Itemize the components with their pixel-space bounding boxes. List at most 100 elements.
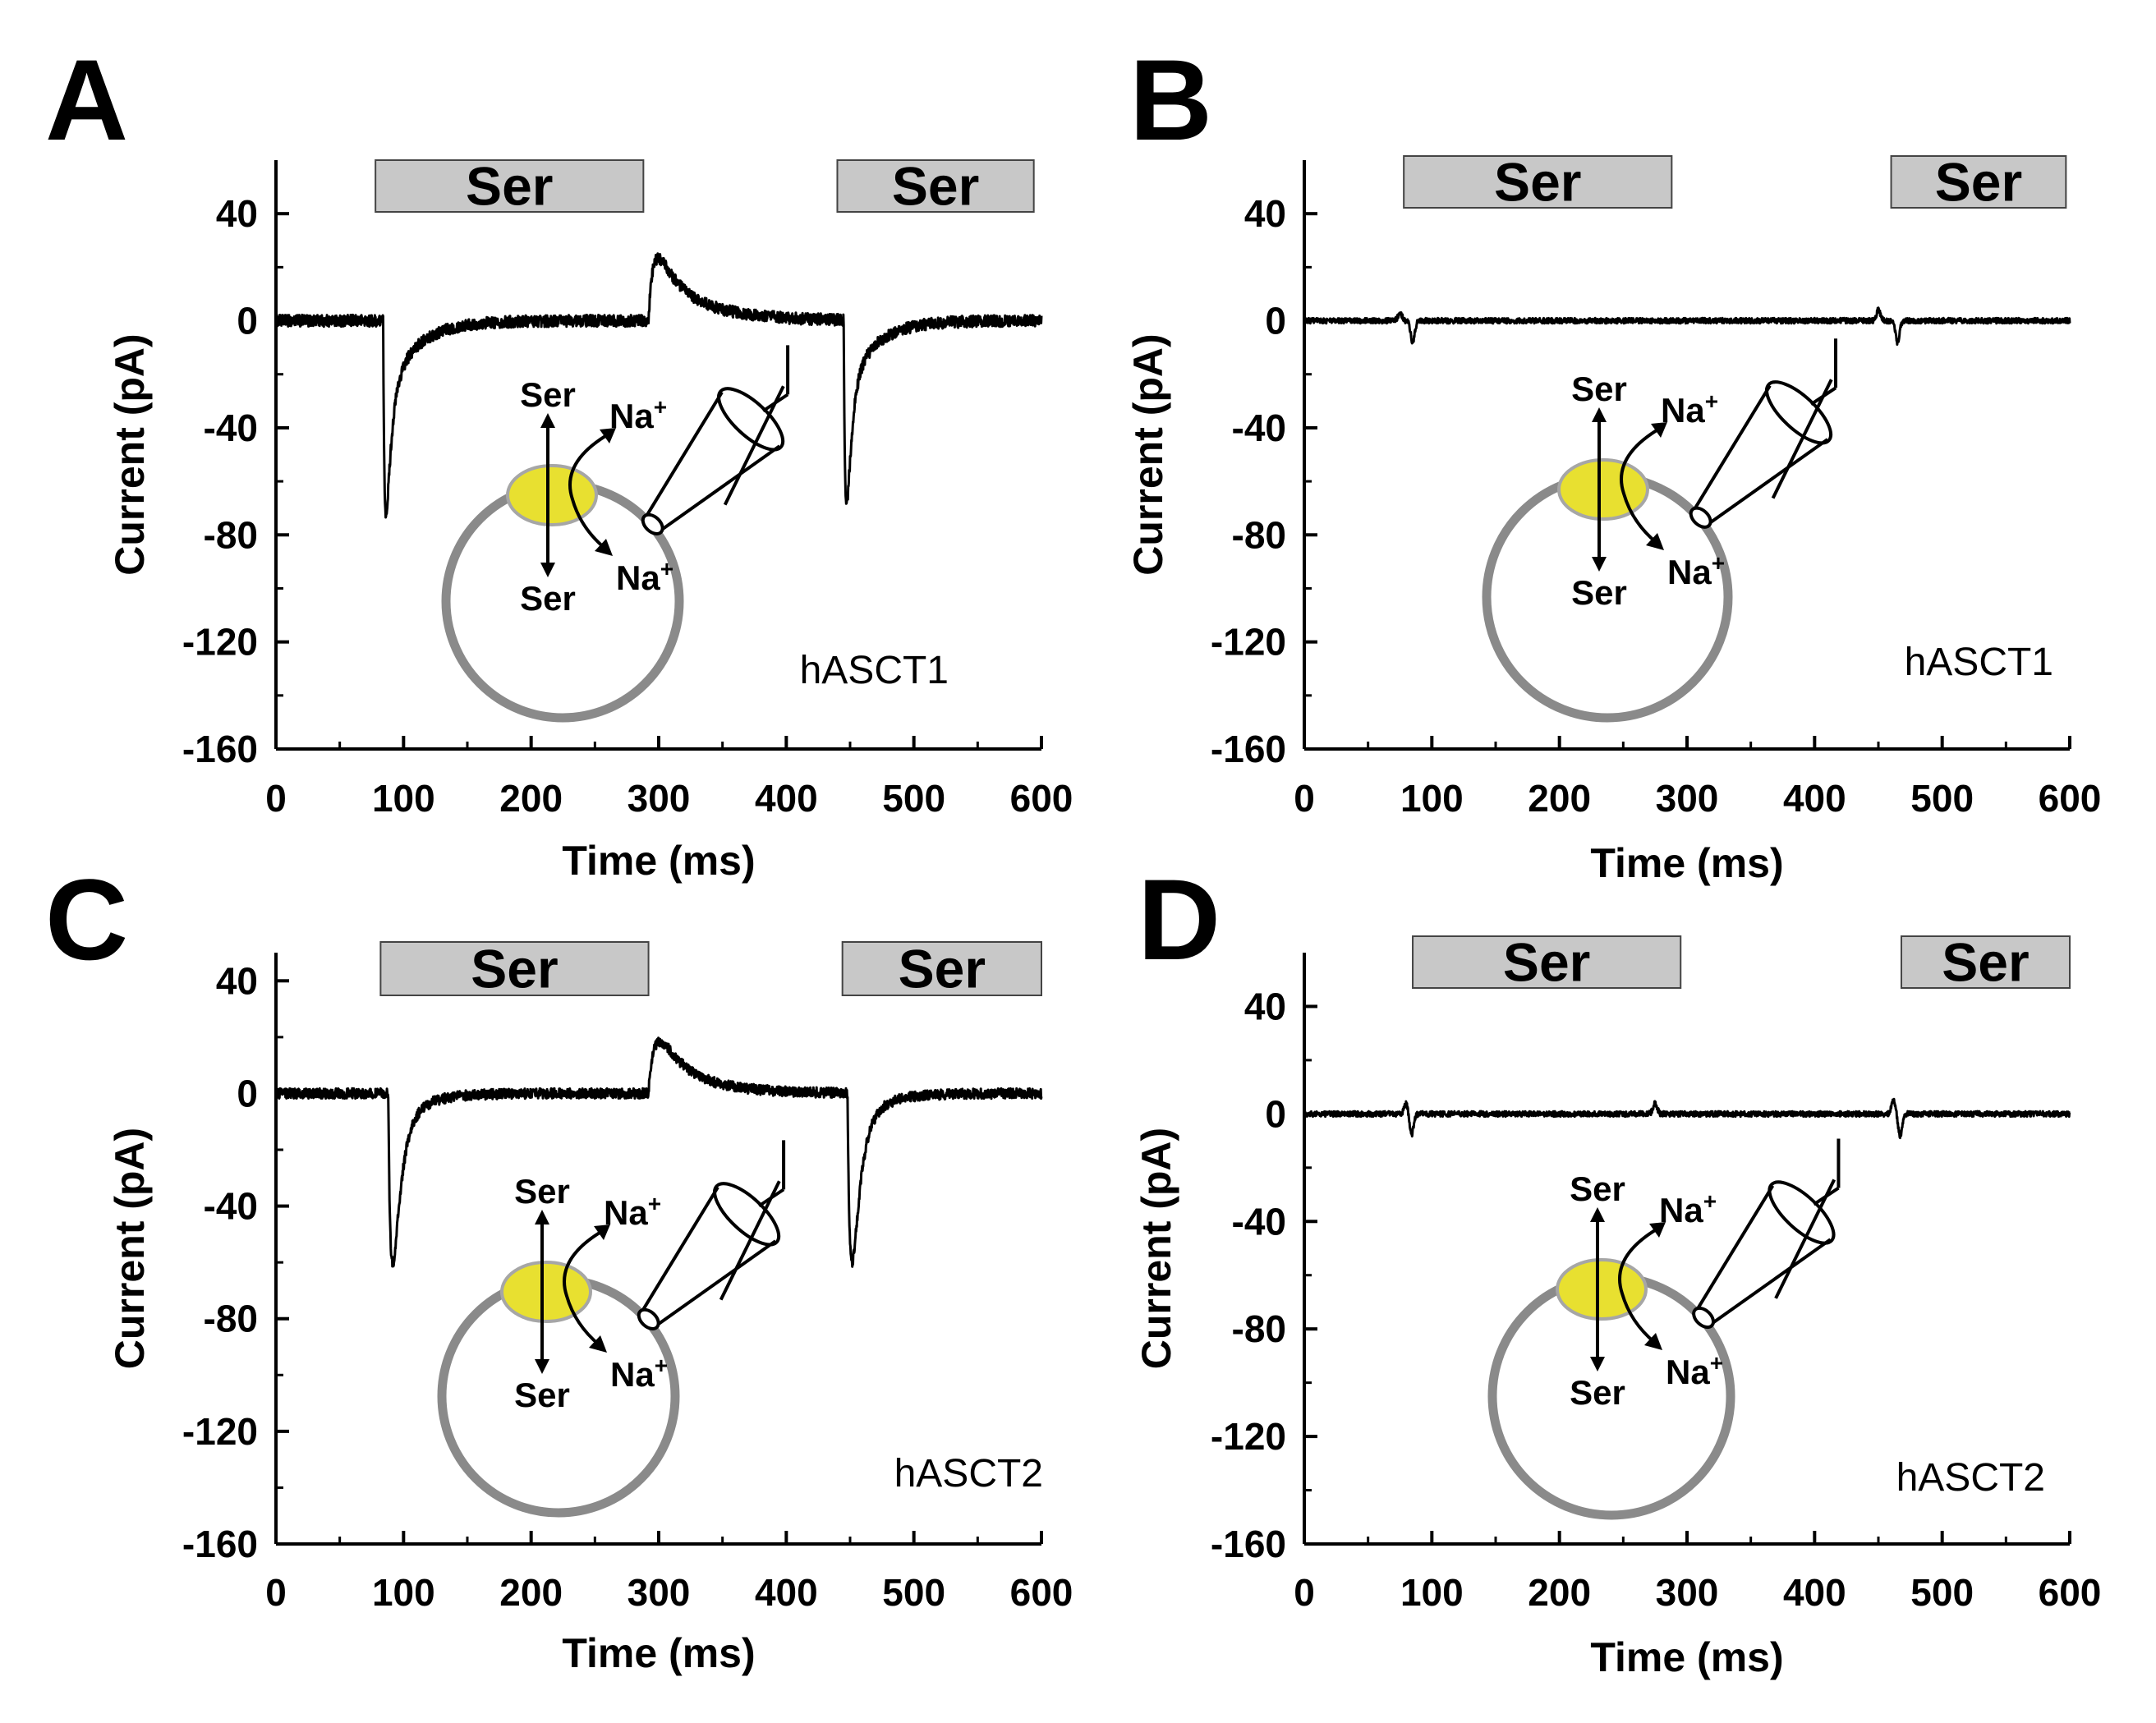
ser-bar-label: Ser (892, 156, 979, 217)
y-axis-title: Current (pA) (1125, 333, 1171, 575)
ser-arrow-up-icon (1590, 1207, 1605, 1222)
na-out-label: Na+ (609, 394, 667, 435)
x-tick-label: 500 (882, 1571, 945, 1614)
x-tick-label: 200 (499, 777, 563, 820)
ser-arrow-up-icon (540, 413, 555, 428)
pipette-tip (1692, 1306, 1716, 1330)
x-tick-label: 400 (755, 777, 818, 820)
pipette-back (717, 387, 785, 452)
na-arrow-head-bottom-icon (589, 1335, 607, 1353)
na-arrow-head-bottom-icon (595, 539, 613, 556)
pipette-wall (1709, 1238, 1832, 1326)
patch-pipette (1692, 1138, 1841, 1330)
ser-bar-label: Ser (1942, 932, 2029, 993)
na-out-superscript: + (648, 1191, 661, 1216)
x-tick-label: 400 (1783, 1571, 1846, 1614)
na-arrow-line (563, 1229, 605, 1347)
x-tick-label: 600 (2039, 1571, 2102, 1614)
panel-c: C0 100 200 300 400 500 600400-40-80-120-160Tim… (45, 855, 1073, 1676)
panel-b: B0 100 200 300 400 500 600400-40-80-120-160Tim… (1125, 35, 2101, 886)
construct-label: hASCT2 (1896, 1456, 2045, 1500)
na-arrow-head-top-icon (600, 428, 616, 443)
patch-pipette (1689, 338, 1838, 529)
na-arrow-head-top-icon (1651, 422, 1667, 438)
ser-bar-label: Ser (471, 939, 558, 999)
y-tick-label: 0 (237, 1072, 258, 1114)
y-tick-label: 40 (1244, 985, 1286, 1027)
na-arrow-head-top-icon (1649, 1222, 1666, 1238)
x-tick-label: 0 (265, 1571, 287, 1614)
x-axis-title: Time (ms) (562, 1630, 755, 1676)
ser-bar-1 (375, 159, 645, 213)
x-tick-label: 100 (372, 1571, 435, 1614)
x-tick-label: 600 (1010, 1571, 1073, 1614)
pipette-wall (640, 1186, 719, 1314)
y-tick-label: -120 (182, 621, 258, 664)
y-tick-label: 40 (216, 959, 258, 1002)
construct-label: hASCT2 (894, 1452, 1043, 1496)
ser-arrow-up-icon (535, 1210, 549, 1224)
ser-in-label: Ser (1570, 1373, 1625, 1412)
na-in-superscript: + (655, 1353, 668, 1378)
pipette-wall (659, 444, 781, 533)
transporter (1556, 1258, 1648, 1321)
x-tick-label: 300 (627, 1571, 691, 1614)
current-trace (1303, 306, 2071, 346)
x-tick-label: 100 (1400, 1571, 1464, 1614)
x-tick-label: 500 (1910, 1571, 1974, 1614)
x-tick-label: 0 (1294, 777, 1315, 820)
y-tick-label: -80 (1232, 513, 1286, 556)
ser-out-label: Ser (1570, 1169, 1625, 1208)
x-tick-label: 0 (1294, 1571, 1315, 1614)
y-tick-label: -40 (1232, 407, 1286, 449)
ser-arrow-down-icon (535, 1359, 549, 1374)
x-tick-label: 0 (265, 777, 287, 820)
pipette-tip (1689, 506, 1712, 529)
ser-bar-label: Ser (1935, 152, 2022, 213)
na-out-superscript: + (1705, 388, 1718, 414)
cell-schematic: Ser Ser Na+ Na+ (441, 345, 790, 723)
ser-in-label: Ser (514, 1376, 570, 1414)
na-in-label: Na+ (1667, 550, 1725, 591)
panel-d: D0 100 200 300 400 500 600400-40-80-120-160Tim… (1133, 855, 2101, 1680)
x-tick-label: 300 (1656, 1571, 1719, 1614)
pipette-back (713, 1182, 781, 1247)
ser-bar-2 (841, 941, 1043, 996)
patch-pipette (637, 1140, 786, 1330)
transporter (1557, 458, 1649, 521)
ser-in-label: Ser (520, 579, 576, 618)
x-axis-title: Time (ms) (1590, 1634, 1783, 1680)
current-trace (274, 1036, 1043, 1268)
pipette-back (1765, 380, 1833, 445)
y-axis-title: Current (pA) (1133, 1128, 1179, 1369)
y-tick-label: -80 (204, 1298, 258, 1340)
ser-bar-1 (1403, 155, 1673, 209)
ser-bar-2 (1900, 935, 2071, 989)
y-tick-label: -40 (204, 1185, 258, 1228)
ser-arrow-up-icon (1592, 407, 1607, 422)
construct-label: hASCT1 (800, 649, 949, 692)
ser-arrow-down-icon (1592, 557, 1607, 572)
cell-schematic: Ser Ser Na+ Na+ (1482, 338, 1838, 723)
ser-out-label: Ser (520, 375, 576, 414)
panel-letter: D (1138, 855, 1221, 984)
ser-bar-1 (1412, 935, 1682, 989)
y-tick-label: 40 (1244, 192, 1286, 235)
y-tick-label: -120 (182, 1410, 258, 1453)
na-arrow-head-bottom-icon (1646, 533, 1664, 550)
x-axis-title: Time (ms) (562, 838, 755, 884)
ser-arrow-down-icon (1590, 1357, 1605, 1372)
y-tick-label: -80 (1232, 1307, 1286, 1350)
ser-bar-label: Ser (1494, 152, 1581, 213)
na-in-superscript: + (1712, 550, 1725, 576)
x-tick-label: 100 (1400, 777, 1464, 820)
panel-letter: A (45, 35, 128, 164)
pipette-wall (655, 1239, 777, 1328)
cell-schematic: Ser Ser Na+ Na+ (437, 1140, 786, 1518)
na-in-label: Na+ (616, 556, 673, 597)
na-arrow-line (1618, 1226, 1661, 1344)
patch-pipette (641, 345, 790, 535)
current-trace (1303, 1097, 2071, 1140)
panel-letter: C (45, 855, 128, 984)
cell-schematic: Ser Ser Na+ Na+ (1487, 1138, 1841, 1520)
